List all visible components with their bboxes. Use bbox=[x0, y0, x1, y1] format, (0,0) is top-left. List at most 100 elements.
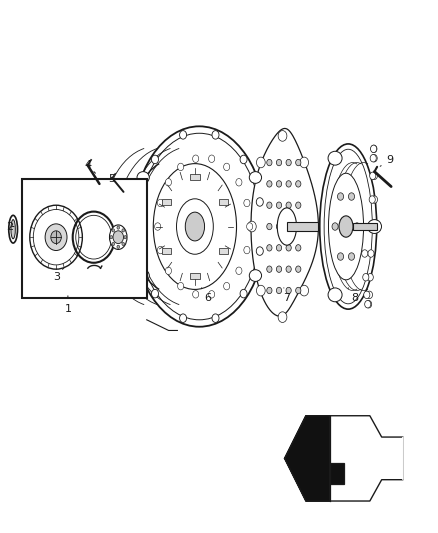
Polygon shape bbox=[285, 416, 403, 501]
Bar bbox=[190, 174, 200, 180]
Circle shape bbox=[371, 155, 377, 162]
Circle shape bbox=[208, 155, 215, 163]
Circle shape bbox=[370, 155, 376, 162]
Circle shape bbox=[178, 163, 184, 171]
Ellipse shape bbox=[249, 172, 261, 183]
Circle shape bbox=[296, 223, 301, 230]
Circle shape bbox=[135, 247, 142, 255]
Circle shape bbox=[45, 224, 67, 251]
Circle shape bbox=[180, 131, 187, 139]
Ellipse shape bbox=[153, 164, 237, 289]
Circle shape bbox=[349, 253, 354, 260]
Circle shape bbox=[244, 199, 250, 207]
Circle shape bbox=[223, 282, 230, 290]
Circle shape bbox=[212, 131, 219, 139]
Circle shape bbox=[300, 285, 308, 296]
Circle shape bbox=[152, 289, 159, 298]
Circle shape bbox=[286, 223, 291, 230]
Circle shape bbox=[112, 229, 115, 232]
Circle shape bbox=[212, 314, 219, 322]
Bar bbox=[330, 463, 344, 484]
Circle shape bbox=[354, 223, 360, 230]
Text: 1: 1 bbox=[64, 296, 71, 314]
Bar bbox=[219, 199, 228, 205]
Circle shape bbox=[276, 223, 282, 230]
Bar bbox=[22, 179, 147, 298]
Circle shape bbox=[296, 202, 301, 208]
Circle shape bbox=[267, 202, 272, 208]
Circle shape bbox=[112, 243, 115, 246]
Ellipse shape bbox=[11, 220, 15, 239]
Circle shape bbox=[236, 179, 242, 186]
Circle shape bbox=[369, 196, 375, 203]
Circle shape bbox=[371, 172, 378, 180]
Circle shape bbox=[278, 131, 287, 141]
Polygon shape bbox=[251, 128, 318, 316]
Text: 3: 3 bbox=[53, 268, 64, 282]
Circle shape bbox=[296, 159, 301, 166]
Ellipse shape bbox=[249, 270, 261, 281]
Circle shape bbox=[267, 159, 272, 166]
Ellipse shape bbox=[133, 126, 266, 327]
Circle shape bbox=[117, 245, 120, 248]
Circle shape bbox=[278, 312, 287, 322]
Ellipse shape bbox=[324, 149, 372, 304]
Ellipse shape bbox=[328, 173, 364, 280]
Circle shape bbox=[180, 314, 187, 322]
Text: 9: 9 bbox=[380, 155, 393, 166]
Circle shape bbox=[122, 229, 124, 232]
Circle shape bbox=[267, 245, 272, 251]
Circle shape bbox=[122, 243, 124, 246]
Circle shape bbox=[286, 181, 291, 187]
Circle shape bbox=[332, 223, 338, 230]
Circle shape bbox=[267, 266, 272, 272]
Circle shape bbox=[286, 202, 291, 208]
Circle shape bbox=[155, 223, 161, 230]
Circle shape bbox=[276, 287, 282, 294]
Circle shape bbox=[224, 163, 230, 171]
Circle shape bbox=[367, 291, 373, 298]
Circle shape bbox=[366, 301, 372, 308]
Circle shape bbox=[364, 291, 370, 298]
Text: 2: 2 bbox=[6, 222, 14, 231]
Circle shape bbox=[371, 196, 378, 203]
Text: 5: 5 bbox=[108, 174, 115, 183]
Circle shape bbox=[157, 246, 163, 254]
Circle shape bbox=[286, 159, 291, 166]
Circle shape bbox=[166, 179, 172, 186]
Ellipse shape bbox=[137, 172, 149, 183]
Circle shape bbox=[257, 157, 265, 168]
Bar bbox=[190, 273, 200, 279]
Circle shape bbox=[300, 157, 308, 168]
Circle shape bbox=[166, 267, 172, 274]
Ellipse shape bbox=[277, 208, 297, 245]
Circle shape bbox=[240, 155, 247, 164]
Circle shape bbox=[267, 287, 272, 294]
Circle shape bbox=[296, 245, 301, 251]
Circle shape bbox=[247, 223, 253, 230]
Circle shape bbox=[276, 266, 282, 272]
Ellipse shape bbox=[137, 270, 149, 281]
Circle shape bbox=[267, 181, 272, 187]
Bar bbox=[162, 199, 171, 205]
Ellipse shape bbox=[185, 212, 205, 241]
Circle shape bbox=[51, 231, 61, 244]
Circle shape bbox=[296, 266, 301, 272]
Circle shape bbox=[276, 202, 282, 208]
Ellipse shape bbox=[9, 215, 18, 243]
Circle shape bbox=[370, 172, 376, 180]
Circle shape bbox=[152, 155, 159, 164]
Circle shape bbox=[296, 181, 301, 187]
Circle shape bbox=[363, 273, 369, 281]
Circle shape bbox=[244, 246, 250, 254]
Circle shape bbox=[338, 193, 343, 200]
Circle shape bbox=[338, 253, 343, 260]
Circle shape bbox=[208, 290, 215, 298]
Circle shape bbox=[368, 223, 374, 230]
Circle shape bbox=[256, 198, 263, 206]
Ellipse shape bbox=[339, 216, 353, 237]
Circle shape bbox=[362, 250, 368, 257]
Bar bbox=[219, 248, 228, 254]
Text: 6: 6 bbox=[201, 288, 212, 303]
Circle shape bbox=[240, 289, 247, 298]
